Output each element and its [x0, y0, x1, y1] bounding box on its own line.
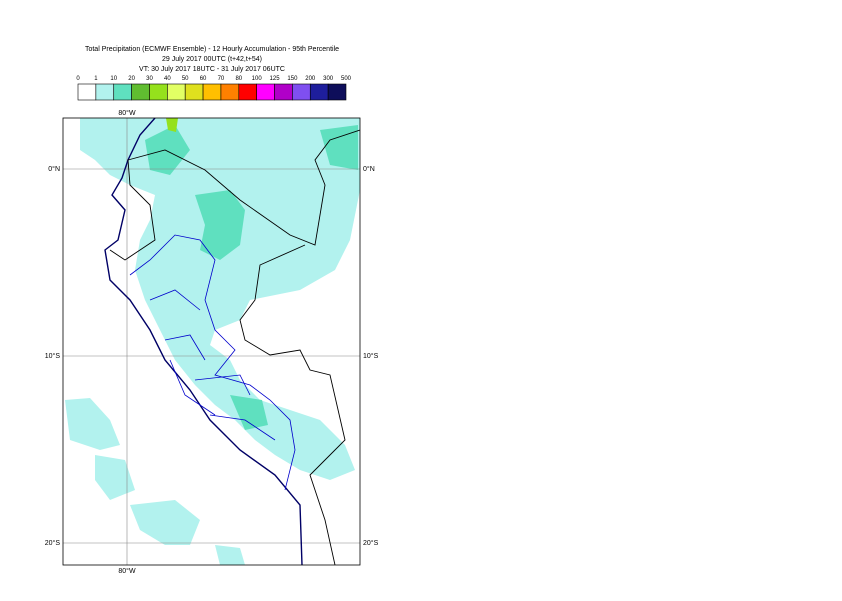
legend-label: 150 — [287, 76, 298, 82]
legend-swatch — [95, 83, 115, 101]
legend-label: 0 — [76, 76, 80, 82]
lat-label: 10°S — [363, 352, 379, 360]
legend-swatch — [77, 83, 97, 101]
legend-swatch — [131, 83, 150, 101]
legend-label: 60 — [200, 76, 207, 82]
legend-label: 30 — [146, 76, 153, 82]
legend-label: 70 — [218, 76, 225, 82]
coastline — [104, 118, 303, 565]
legend-swatch — [202, 83, 222, 101]
regions — [129, 234, 296, 491]
legend-label: 125 — [270, 76, 281, 82]
legend-swatch — [220, 83, 240, 101]
lat-label: 20°S — [363, 539, 379, 547]
legend-label: 20 — [128, 76, 135, 82]
borders — [109, 129, 360, 565]
lat-label: 0°N — [48, 165, 60, 173]
precip-medium — [145, 125, 358, 430]
lat-label: 0°N — [363, 165, 375, 173]
legend-label: 100 — [252, 76, 263, 82]
legend-swatch — [113, 83, 132, 101]
lon-label: 80°W — [118, 567, 136, 575]
legend-swatch — [309, 83, 329, 101]
legend-label: 200 — [305, 76, 316, 82]
title-line: 29 July 2017 00UTC (t+42,t+54) — [162, 56, 262, 63]
legend-label: 10 — [110, 76, 117, 82]
legend-label: 300 — [323, 76, 334, 82]
lat-label: 10°S — [45, 352, 61, 360]
legend-swatch — [274, 83, 293, 101]
graticule — [63, 118, 360, 565]
title-line: VT: 30 July 2017 18UTC - 31 July 2017 06… — [139, 66, 285, 73]
legend-swatch — [238, 83, 257, 101]
legend-swatch — [292, 83, 311, 101]
grid-labels: 0°N 0°N 10°S 10°S 20°S 20°S 80°W 80°W — [45, 109, 379, 575]
legend: 0 1 10 20 30 40 50 60 70 80 100 125 150 200 300 500 — [76, 76, 352, 101]
lat-label: 20°S — [45, 539, 61, 547]
map-frame — [62, 117, 361, 566]
legend-swatch — [184, 83, 204, 101]
legend-label: 40 — [164, 76, 171, 82]
precip-light — [65, 118, 360, 565]
legend-swatch — [167, 83, 186, 101]
lon-label: 80°W — [118, 109, 136, 117]
legend-label: 1 — [94, 76, 98, 82]
legend-label: 50 — [182, 76, 189, 82]
legend-swatch — [256, 83, 275, 101]
legend-label: 80 — [235, 76, 242, 82]
legend-swatch — [327, 83, 347, 101]
title-line: Total Precipitation (ECMWF Ensemble) - 1… — [85, 46, 339, 53]
legend-swatch — [149, 83, 168, 101]
map — [63, 118, 360, 565]
legend-label: 500 — [341, 76, 352, 82]
